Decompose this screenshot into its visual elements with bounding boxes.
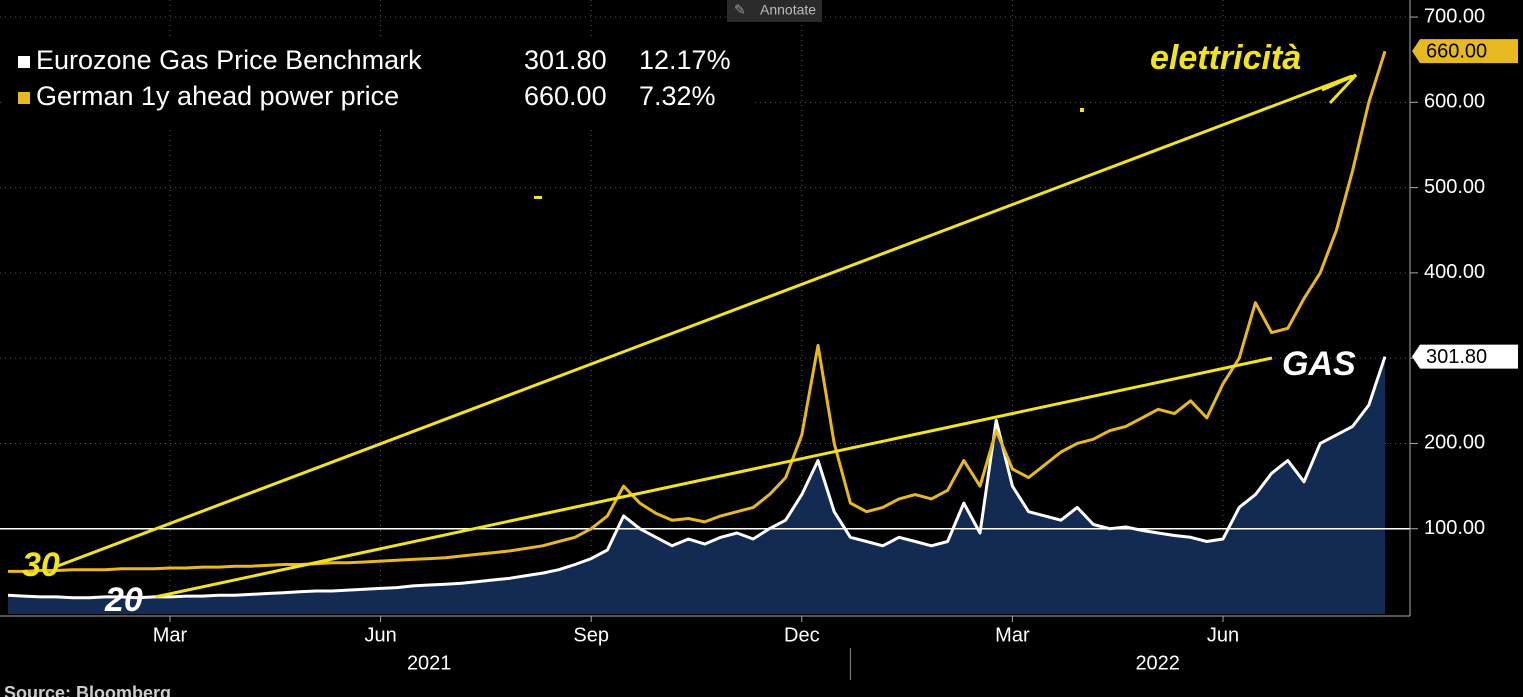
button-bg[interactable] bbox=[727, 0, 822, 22]
annotation: GAS bbox=[1282, 345, 1356, 383]
area bbox=[8, 356, 1385, 614]
y-tick-label: 100.00 bbox=[1424, 517, 1485, 539]
tag-bg bbox=[1412, 344, 1518, 369]
y-tick-label: 700.00 bbox=[1424, 5, 1485, 27]
legend-label: German 1y ahead power price bbox=[36, 81, 399, 111]
x-tick-label: Mar bbox=[995, 624, 1030, 646]
last-value-tag: 301.80 bbox=[1412, 344, 1518, 369]
x-tick-label: Jun bbox=[1207, 624, 1239, 646]
legend-value: 301.80 bbox=[524, 45, 607, 75]
legend-change: 7.32% bbox=[639, 81, 716, 111]
arrow-line bbox=[154, 356, 1273, 599]
tag-label: 660.00 bbox=[1426, 40, 1487, 62]
y-tick-label: 400.00 bbox=[1424, 261, 1485, 283]
x-tick-label: Mar bbox=[153, 624, 188, 646]
x-year-label: 2022 bbox=[1135, 652, 1180, 674]
annotation: elettricità bbox=[1150, 39, 1301, 77]
legend-value: 660.00 bbox=[524, 81, 607, 111]
annotation-arrows bbox=[54, 73, 1358, 599]
tag-label: 301.80 bbox=[1426, 346, 1487, 368]
x-tick-label: Jun bbox=[364, 624, 396, 646]
annotation: 20 bbox=[104, 581, 143, 619]
arrow-head bbox=[1321, 73, 1358, 105]
legend-change: 12.17% bbox=[639, 45, 731, 75]
x-tick-label: Dec bbox=[784, 624, 820, 646]
tag-bg bbox=[1412, 39, 1518, 64]
mark-artifact bbox=[1080, 108, 1084, 112]
button-icon[interactable]: ✎ bbox=[734, 2, 746, 18]
line bbox=[8, 50, 1387, 573]
annotate-button[interactable]: Annotate ✎ bbox=[727, 0, 822, 22]
arrow-line bbox=[54, 74, 1353, 569]
x-tick-label: Sep bbox=[573, 624, 609, 646]
mark-artifact bbox=[534, 196, 542, 199]
y-tick-label: 200.00 bbox=[1424, 432, 1485, 454]
legend-swatch bbox=[18, 92, 30, 104]
last-value-tag: 660.00 bbox=[1412, 39, 1518, 64]
y-tick-label: 500.00 bbox=[1424, 176, 1485, 198]
line bbox=[7, 356, 1387, 600]
source: Source: Bloomberg bbox=[4, 683, 171, 697]
y-tick-label: 600.00 bbox=[1424, 91, 1485, 113]
legend-label: Eurozone Gas Price Benchmark bbox=[36, 45, 422, 75]
annotation: 30 bbox=[22, 546, 60, 584]
legend-box bbox=[3, 36, 751, 128]
x-year-label: 2021 bbox=[407, 652, 452, 674]
button-label[interactable]: Annotate bbox=[760, 2, 816, 18]
legend-swatch bbox=[18, 56, 30, 68]
